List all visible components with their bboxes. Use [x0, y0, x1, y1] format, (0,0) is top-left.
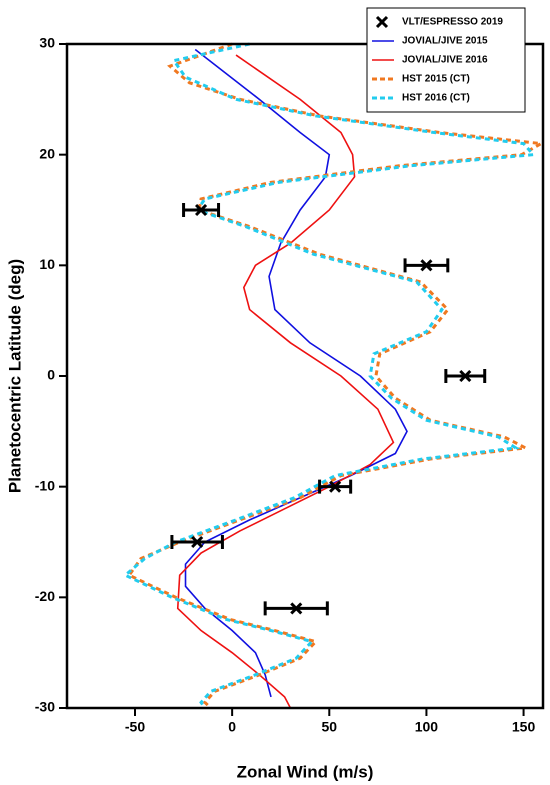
- marker-x: [459, 369, 472, 383]
- y-axis-title: Planetocentric Latitude (deg): [5, 259, 24, 493]
- y-tick-label: 10: [39, 256, 55, 272]
- y-tick-label: 0: [47, 367, 55, 383]
- error-bar-group: [170, 535, 224, 549]
- x-tick-label: 150: [512, 719, 536, 735]
- plot-frame: [65, 42, 545, 710]
- y-tick-label: -20: [35, 588, 55, 604]
- marker-x: [420, 259, 433, 272]
- x-tick-label: 0: [228, 719, 236, 735]
- error-bar-group: [318, 479, 353, 494]
- x-tick-label: 100: [415, 719, 439, 735]
- legend-symbol: [375, 15, 389, 29]
- wind-profile: [126, 42, 546, 710]
- legend-label: VLT/ESPRESSO 2019: [402, 17, 503, 28]
- marker-x: [290, 602, 303, 615]
- error-bar-group: [182, 203, 221, 217]
- wind-profile: [122, 42, 537, 709]
- marker-x: [329, 480, 342, 493]
- y-tick-label: -30: [35, 699, 55, 715]
- marker-x: [191, 535, 204, 549]
- x-tick-label: -50: [125, 719, 145, 735]
- x-axis-title: Zonal Wind (m/s): [237, 762, 374, 781]
- error-bar-group: [444, 369, 487, 383]
- x-tick-label: 50: [321, 719, 337, 735]
- wind-profile: [184, 48, 408, 698]
- wind-profile: [176, 54, 395, 709]
- legend-label: HST 2016 (CT): [402, 93, 470, 104]
- legend-label: HST 2015 (CT): [402, 74, 470, 85]
- legend-label: JOVIAL/JIVE 2016: [402, 55, 488, 66]
- error-bar-group: [263, 601, 329, 616]
- y-tick-label: 30: [39, 35, 55, 51]
- y-tick-label: -10: [35, 477, 55, 493]
- y-tick-label: 20: [39, 145, 55, 161]
- legend-label: JOVIAL/JIVE 2015: [402, 36, 488, 47]
- error-bar-group: [403, 258, 450, 273]
- marker-x: [194, 203, 208, 217]
